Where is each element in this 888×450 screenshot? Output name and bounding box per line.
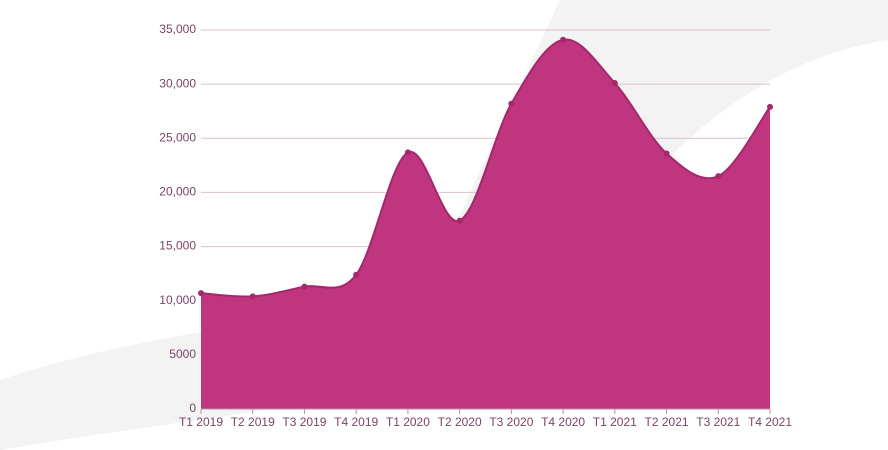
x-tick-label: T3 2021 [696,415,740,429]
x-tick-label: T4 2021 [748,415,792,429]
data-point [663,150,670,157]
x-tick-label: T4 2019 [334,415,378,429]
data-point [353,271,360,278]
x-tick-label: T3 2020 [489,415,533,429]
x-tick-label: T1 2021 [593,415,637,429]
y-tick-label: 25,000 [159,130,196,144]
data-point [198,290,204,297]
data-point [715,173,722,180]
y-tick-label: 0 [189,401,196,415]
y-tick-label: 15,000 [159,239,196,253]
x-tick-label: T1 2019 [179,415,223,429]
y-tick-label: 20,000 [159,185,196,199]
area [201,39,770,410]
data-point [611,80,618,87]
y-tick-label: 5000 [169,347,196,361]
x-tick-label: T3 2019 [282,415,326,429]
x-tick-label: T1 2020 [386,415,430,429]
data-point [508,100,515,107]
x-tick-label: T4 2020 [541,415,585,429]
data-point [456,217,463,224]
x-tick-label: T2 2019 [231,415,275,429]
y-tick-label: 10,000 [159,293,196,307]
data-point [404,149,411,156]
x-tick-label: T2 2020 [438,415,482,429]
data-point [767,103,773,110]
data-point [301,283,308,290]
background-swoosh [580,0,888,25]
y-tick-label: 30,000 [159,76,196,90]
data-point [249,293,256,300]
y-tick-label: 35,000 [159,22,196,36]
x-tick-label: T2 2021 [645,415,689,429]
data-point [560,36,567,43]
